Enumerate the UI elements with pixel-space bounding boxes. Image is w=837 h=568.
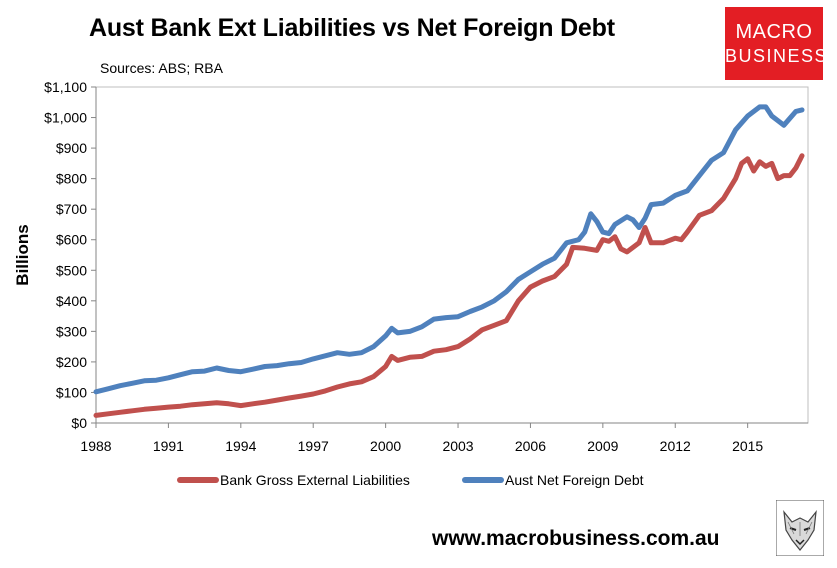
x-tick-label: 2000 xyxy=(370,438,401,454)
y-tick-label: $100 xyxy=(56,384,87,400)
y-tick-label: $200 xyxy=(56,354,87,370)
y-tick-label: $400 xyxy=(56,293,87,309)
y-tick-label: $1,000 xyxy=(44,110,87,126)
series-line-net-foreign-debt xyxy=(93,104,805,395)
y-tick-label: $800 xyxy=(56,171,87,187)
y-axis-ticks: $0 $100 $200 $300 $400 $500 $600 $700 $800 $900 $1… xyxy=(44,79,96,431)
chart-subtitle: Sources: ABS; RBA xyxy=(100,60,223,76)
series-lines xyxy=(93,104,805,418)
x-tick-label: 1991 xyxy=(153,438,184,454)
macrobusiness-logo: MACRO BUSINESS xyxy=(725,7,829,80)
y-axis-label: Billions xyxy=(13,224,32,285)
y-tick-label: $900 xyxy=(56,140,87,156)
x-tick-label: 1997 xyxy=(298,438,329,454)
y-tick-label: $600 xyxy=(56,232,87,248)
y-tick-label: $300 xyxy=(56,323,87,339)
chart-title: Aust Bank Ext Liabilities vs Net Foreign… xyxy=(89,14,615,42)
series-line-bank-liabilities xyxy=(93,153,805,418)
y-tick-label: $1,100 xyxy=(44,79,87,95)
website-url: www.macrobusiness.com.au xyxy=(432,527,720,550)
y-tick-label: $0 xyxy=(71,415,87,431)
legend: Bank Gross External Liabilities Aust Net… xyxy=(177,472,644,488)
wolf-icon xyxy=(776,500,824,556)
x-tick-label: 1994 xyxy=(225,438,256,454)
legend-label-bank-liabilities: Bank Gross External Liabilities xyxy=(220,472,410,488)
x-tick-label: 2006 xyxy=(515,438,546,454)
x-tick-label: 2009 xyxy=(587,438,618,454)
x-tick-label: 1988 xyxy=(80,438,111,454)
y-tick-label: $700 xyxy=(56,201,87,217)
logo-line-2: BUSINESS xyxy=(725,46,829,66)
x-axis-ticks: 1988 1991 1994 1997 2000 2003 2006 2009 2012 2015 xyxy=(80,423,763,454)
y-tick-label: $500 xyxy=(56,262,87,278)
x-tick-label: 2015 xyxy=(732,438,763,454)
x-tick-label: 2012 xyxy=(660,438,691,454)
logo-line-1: MACRO xyxy=(735,21,813,43)
legend-label-net-foreign-debt: Aust Net Foreign Debt xyxy=(505,472,644,488)
x-tick-label: 2003 xyxy=(442,438,473,454)
